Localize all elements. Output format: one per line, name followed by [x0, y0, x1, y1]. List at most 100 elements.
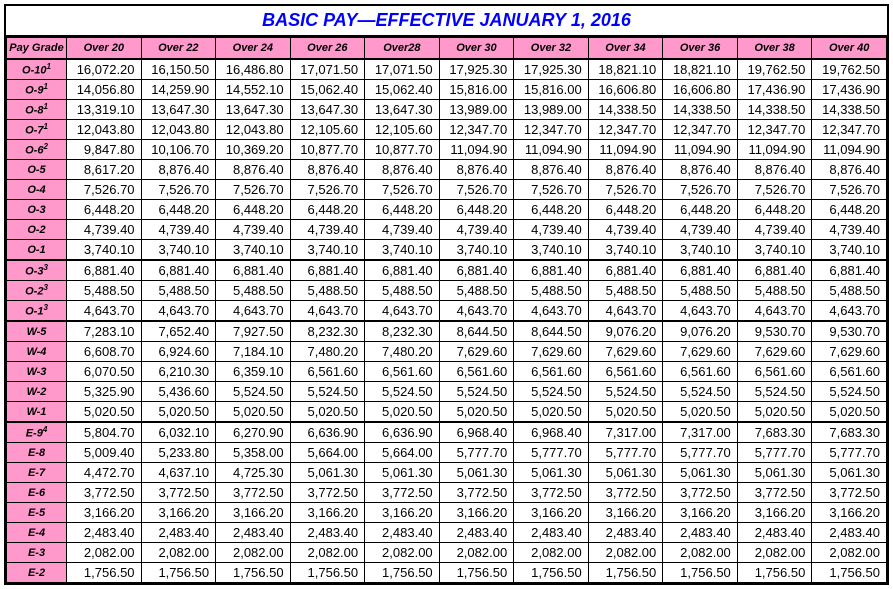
header-col: Over 22 [141, 38, 216, 60]
value-cell: 5,020.50 [141, 402, 216, 423]
paygrade-cell: E-94 [7, 422, 67, 443]
value-cell: 4,643.70 [514, 301, 589, 322]
value-cell: 5,020.50 [514, 402, 589, 423]
value-cell: 7,283.10 [67, 321, 142, 342]
value-cell: 12,347.70 [663, 120, 738, 140]
value-cell: 12,347.70 [439, 120, 514, 140]
value-cell: 3,166.20 [439, 503, 514, 523]
value-cell: 16,072.20 [67, 59, 142, 80]
paygrade-cell: E-2 [7, 563, 67, 583]
value-cell: 2,483.40 [365, 523, 440, 543]
value-cell: 6,608.70 [67, 342, 142, 362]
value-cell: 2,483.40 [663, 523, 738, 543]
header-row: Pay GradeOver 20Over 22Over 24Over 26Ove… [7, 38, 887, 60]
value-cell: 7,526.70 [290, 180, 365, 200]
value-cell: 14,338.50 [663, 100, 738, 120]
value-cell: 7,526.70 [141, 180, 216, 200]
value-cell: 3,772.50 [812, 483, 887, 503]
value-cell: 5,524.50 [290, 382, 365, 402]
value-cell: 17,925.30 [514, 59, 589, 80]
value-cell: 4,739.40 [812, 220, 887, 240]
value-cell: 6,561.60 [737, 362, 812, 382]
value-cell: 5,020.50 [67, 402, 142, 423]
value-cell: 6,032.10 [141, 422, 216, 443]
table-row: W-15,020.505,020.505,020.505,020.505,020… [7, 402, 887, 423]
value-cell: 6,924.60 [141, 342, 216, 362]
value-cell: 1,756.50 [663, 563, 738, 583]
table-row: E-53,166.203,166.203,166.203,166.203,166… [7, 503, 887, 523]
value-cell: 12,347.70 [812, 120, 887, 140]
value-cell: 7,317.00 [588, 422, 663, 443]
value-cell: 18,821.10 [663, 59, 738, 80]
value-cell: 8,876.40 [663, 160, 738, 180]
value-cell: 6,968.40 [514, 422, 589, 443]
value-cell: 9,076.20 [663, 321, 738, 342]
value-cell: 19,762.50 [812, 59, 887, 80]
value-cell: 14,259.90 [141, 80, 216, 100]
paygrade-cell: E-5 [7, 503, 67, 523]
table-row: O-336,881.406,881.406,881.406,881.406,88… [7, 260, 887, 281]
value-cell: 7,927.50 [216, 321, 291, 342]
value-cell: 6,636.90 [290, 422, 365, 443]
value-cell: 13,319.10 [67, 100, 142, 120]
value-cell: 7,480.20 [365, 342, 440, 362]
value-cell: 5,061.30 [439, 463, 514, 483]
value-cell: 7,629.60 [514, 342, 589, 362]
value-cell: 4,643.70 [663, 301, 738, 322]
value-cell: 5,777.70 [737, 443, 812, 463]
paygrade-cell: E-7 [7, 463, 67, 483]
value-cell: 2,483.40 [514, 523, 589, 543]
value-cell: 7,317.00 [663, 422, 738, 443]
value-cell: 6,968.40 [439, 422, 514, 443]
pay-table: Pay GradeOver 20Over 22Over 24Over 26Ove… [6, 37, 887, 583]
paygrade-cell: W-3 [7, 362, 67, 382]
paygrade-cell: O-62 [7, 140, 67, 160]
value-cell: 5,524.50 [737, 382, 812, 402]
value-cell: 7,629.60 [439, 342, 514, 362]
value-cell: 5,020.50 [365, 402, 440, 423]
value-cell: 5,524.50 [216, 382, 291, 402]
paygrade-cell: W-5 [7, 321, 67, 342]
value-cell: 4,643.70 [439, 301, 514, 322]
paygrade-cell: O-1 [7, 240, 67, 261]
value-cell: 8,876.40 [439, 160, 514, 180]
value-cell: 2,483.40 [216, 523, 291, 543]
value-cell: 6,561.60 [365, 362, 440, 382]
value-cell: 2,483.40 [812, 523, 887, 543]
table-row: W-36,070.506,210.306,359.106,561.606,561… [7, 362, 887, 382]
value-cell: 4,643.70 [588, 301, 663, 322]
value-cell: 10,369.20 [216, 140, 291, 160]
value-cell: 6,359.10 [216, 362, 291, 382]
value-cell: 12,043.80 [216, 120, 291, 140]
value-cell: 3,772.50 [439, 483, 514, 503]
value-cell: 6,881.40 [67, 260, 142, 281]
value-cell: 9,076.20 [588, 321, 663, 342]
value-cell: 3,166.20 [216, 503, 291, 523]
value-cell: 5,777.70 [812, 443, 887, 463]
value-cell: 4,472.70 [67, 463, 142, 483]
value-cell: 4,739.40 [588, 220, 663, 240]
value-cell: 3,740.10 [663, 240, 738, 261]
value-cell: 5,664.00 [365, 443, 440, 463]
value-cell: 5,488.50 [514, 281, 589, 301]
value-cell: 3,166.20 [67, 503, 142, 523]
value-cell: 7,652.40 [141, 321, 216, 342]
value-cell: 3,166.20 [812, 503, 887, 523]
value-cell: 3,166.20 [588, 503, 663, 523]
value-cell: 7,526.70 [737, 180, 812, 200]
value-cell: 6,448.20 [737, 200, 812, 220]
value-cell: 12,347.70 [588, 120, 663, 140]
table-row: W-25,325.905,436.605,524.505,524.505,524… [7, 382, 887, 402]
value-cell: 8,876.40 [216, 160, 291, 180]
value-cell: 3,166.20 [141, 503, 216, 523]
table-row: W-46,608.706,924.607,184.107,480.207,480… [7, 342, 887, 362]
value-cell: 11,094.90 [588, 140, 663, 160]
value-cell: 10,877.70 [290, 140, 365, 160]
value-cell: 5,524.50 [365, 382, 440, 402]
paygrade-cell: O-4 [7, 180, 67, 200]
value-cell: 6,881.40 [737, 260, 812, 281]
value-cell: 3,740.10 [439, 240, 514, 261]
table-row: E-63,772.503,772.503,772.503,772.503,772… [7, 483, 887, 503]
value-cell: 6,561.60 [663, 362, 738, 382]
header-col: Over 32 [514, 38, 589, 60]
